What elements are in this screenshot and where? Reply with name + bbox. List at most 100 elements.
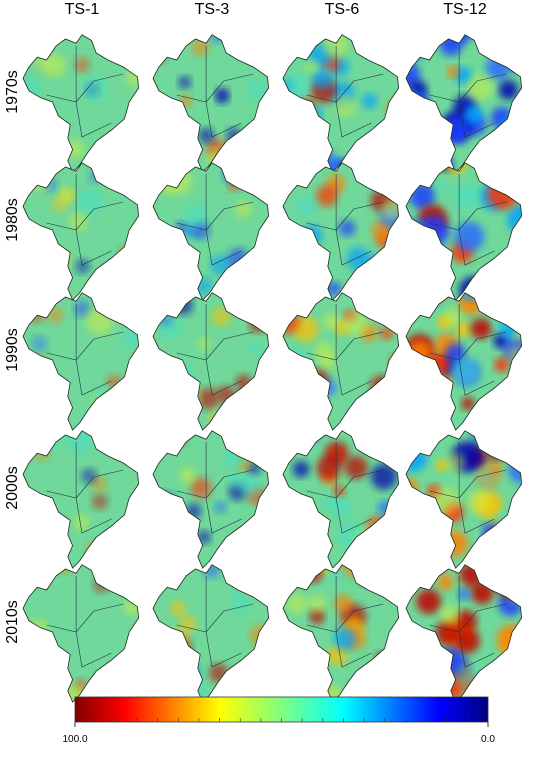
map-blob [31, 335, 48, 352]
map-blob [153, 658, 164, 676]
map-blob [334, 594, 353, 613]
map-blob [297, 511, 313, 528]
state-border [176, 603, 254, 633]
map-blob [289, 652, 311, 674]
state-border [306, 73, 384, 103]
map-blob [283, 308, 300, 335]
map-blob [179, 466, 197, 484]
map-blob [389, 353, 399, 372]
state-border [306, 469, 384, 499]
map-blob [183, 205, 207, 228]
map-blob [314, 683, 329, 698]
map-blob [304, 407, 323, 427]
map-grid [22, 34, 523, 703]
map-blob [32, 175, 49, 192]
map-panel [23, 564, 139, 702]
map-blob [283, 272, 302, 296]
map-blob [91, 493, 108, 510]
map-blob [467, 488, 492, 514]
state-border [458, 576, 495, 668]
map-blob [23, 573, 36, 588]
map-blob [239, 44, 254, 58]
map-blob [468, 74, 494, 101]
map-blob [435, 459, 448, 472]
map-blob [406, 666, 423, 683]
map-blob [511, 509, 522, 523]
map-outline [405, 34, 523, 173]
map-blob [122, 430, 139, 441]
map-blob [88, 170, 102, 184]
map-blob [334, 94, 357, 117]
map-blob [333, 627, 357, 651]
map-blob [73, 300, 91, 317]
state-border [46, 73, 124, 103]
map-blob [298, 259, 311, 272]
map-blob [285, 499, 311, 525]
map-blob [66, 430, 93, 453]
map-blob [23, 664, 32, 680]
map-blob [74, 57, 90, 73]
map-blob [490, 299, 518, 327]
colorbar [74, 696, 489, 723]
map-blob [153, 44, 166, 64]
map-blob [509, 292, 522, 306]
map-blob [510, 369, 522, 391]
map-blob [34, 430, 60, 452]
map-blob [283, 566, 298, 590]
map-blob [360, 295, 374, 309]
map-outline [152, 564, 270, 703]
map-blob [499, 265, 519, 286]
map-blob [412, 254, 440, 282]
map-blob [486, 437, 504, 455]
map-panel [153, 430, 269, 568]
map-panel [153, 34, 269, 172]
map-blob [35, 398, 51, 414]
map-blob [506, 527, 522, 550]
state-border [176, 331, 254, 361]
row-label: 1990s [4, 328, 21, 372]
map-outline [152, 430, 270, 569]
map-outline [405, 564, 523, 703]
map-blob [377, 500, 394, 516]
map-blob [497, 162, 522, 180]
map-blob [114, 530, 127, 543]
map-blob [241, 162, 260, 179]
map-blob [81, 468, 97, 484]
map-blob [157, 268, 178, 289]
map-blob [197, 338, 211, 351]
map-blob [214, 501, 227, 514]
map-blob [225, 552, 241, 568]
map-blob [439, 604, 460, 625]
state-border [176, 73, 254, 103]
map-blob [435, 620, 461, 646]
map-blob [388, 259, 399, 273]
map-blob [418, 678, 434, 694]
map-blob [215, 91, 229, 105]
state-border [335, 304, 372, 396]
map-panel [23, 162, 139, 300]
map-blob [446, 65, 459, 78]
state-border [46, 201, 124, 231]
map-blob [461, 397, 475, 411]
map-blob [361, 93, 378, 109]
map-blob [169, 600, 187, 617]
map-panel [283, 430, 399, 568]
state-border [429, 73, 507, 103]
map-blob [247, 80, 268, 101]
map-outline [282, 430, 400, 569]
map-blob [386, 98, 399, 121]
map-blob [157, 546, 178, 567]
map-blob [406, 282, 419, 300]
map-blob [454, 221, 485, 252]
map-blob [76, 188, 102, 214]
map-blob [305, 59, 319, 73]
state-border [335, 174, 372, 266]
map-blob [501, 116, 521, 136]
map-outline [152, 162, 270, 301]
map-blob [406, 157, 418, 172]
map-blob [375, 651, 391, 667]
map-blob [128, 51, 139, 66]
map-blob [494, 357, 510, 373]
map-blob [23, 676, 40, 702]
map-outline [152, 292, 270, 431]
